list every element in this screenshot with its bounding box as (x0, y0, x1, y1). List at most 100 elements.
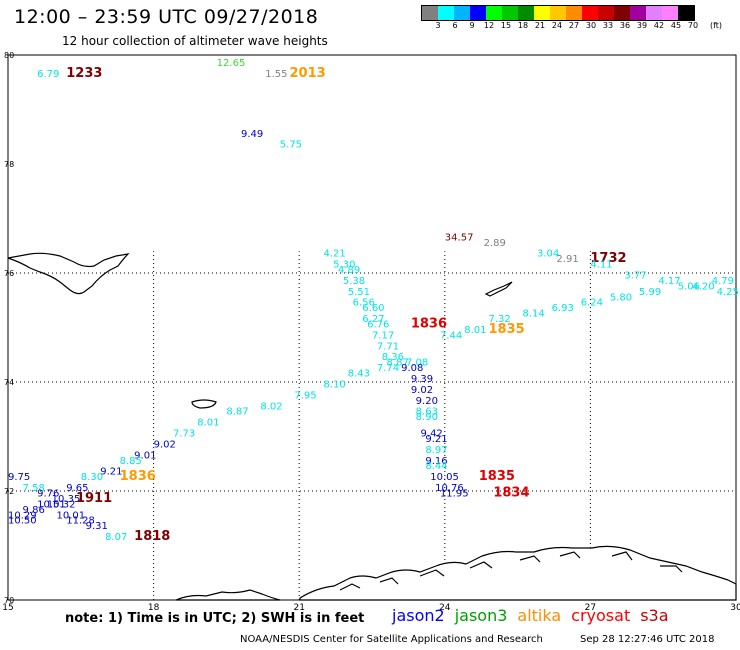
color-scale-tick: 33 (602, 21, 614, 30)
pass-time-label: 1836 (120, 469, 156, 484)
pass-time-label: 1233 (66, 66, 102, 81)
wave-height-label: 12.65 (217, 58, 246, 69)
wave-height-label: 4.89 (338, 265, 360, 276)
color-swatch (486, 6, 502, 20)
pass-time-label: 1911 (76, 491, 112, 506)
coastline-norway (299, 545, 737, 601)
wave-height-label: 5.30 (333, 260, 355, 271)
wave-height-label: 8.02 (260, 401, 282, 412)
color-scale-tick: 39 (636, 21, 648, 30)
wave-height-label: 11.28 (66, 516, 95, 527)
wave-height-label: 8.87 (387, 358, 409, 369)
color-swatch (470, 6, 486, 20)
wave-height-label: 8.87 (226, 407, 248, 418)
coastline-north-cape (175, 589, 281, 601)
color-swatch (566, 6, 582, 20)
wave-height-label: 9.86 (23, 505, 45, 516)
color-scale-tick: 3 (435, 21, 441, 30)
wave-height-label: 5.75 (280, 140, 302, 151)
color-swatch (438, 6, 454, 20)
color-swatch (662, 6, 678, 20)
wave-height-label: 9.49 (241, 129, 263, 140)
coastline-bear-island (191, 399, 217, 409)
wave-height-label: 9.76 (37, 488, 59, 499)
wave-height-label: 7.58 (23, 483, 45, 494)
axis-tick-labels: 15 18 21 24 27 30 70 72 74 76 78 80 (2, 51, 740, 613)
wave-height-label: 8.44 (425, 461, 447, 472)
wave-height-label: 4.25 (717, 287, 739, 298)
color-swatch (678, 6, 694, 20)
wave-height-label: 5.80 (610, 292, 632, 303)
wave-height-label: 7.17 (372, 330, 394, 341)
wave-height-label: 8.43 (348, 369, 370, 380)
wave-height-label: 1.55 (265, 69, 287, 80)
wave-height-label: 9.16 (425, 456, 447, 467)
wave-height-label: 5.51 (348, 287, 370, 298)
pass-time-label: 1818 (134, 529, 170, 544)
wave-height-label: 10.01 (57, 510, 86, 521)
wave-height-label: 9.42 (421, 429, 443, 440)
legend-entry-jason3: jason3 (454, 606, 508, 625)
wave-height-label: 10.32 (47, 499, 76, 510)
wave-height-label: 9.02 (411, 385, 433, 396)
coastline (7, 252, 737, 601)
wave-height-label: 3.04 (537, 249, 559, 260)
wave-height-label: 7.74 (377, 363, 399, 374)
wave-height-label: 5.38 (343, 276, 365, 287)
wave-height-label: 3.77 (624, 270, 646, 281)
color-swatch (502, 6, 518, 20)
wave-height-label: 9.02 (154, 439, 176, 450)
wave-height-label: 6.60 (362, 303, 384, 314)
legend-entry-altika: altika (517, 606, 562, 625)
wave-height-label: 8.10 (323, 379, 345, 390)
wave-height-label: 8.85 (120, 456, 142, 467)
color-scale-tick: 6 (452, 21, 458, 30)
pass-time-label: 1836 (411, 317, 447, 332)
pass-time-label: 2013 (289, 66, 325, 81)
y-tick-label: 72 (4, 487, 14, 496)
color-swatch (646, 6, 662, 20)
wave-height-label: 4.11 (590, 260, 612, 271)
pass-time-label: 1835 (479, 469, 515, 484)
color-swatch (534, 6, 550, 20)
pass-time-label: 1834 (493, 485, 529, 500)
wave-height-label: 7.71 (377, 341, 399, 352)
coastline-hopen (484, 281, 513, 297)
wave-height-label: 6.79 (37, 69, 59, 80)
wave-height-label: 7.73 (173, 429, 195, 440)
wave-height-label: 8.01 (197, 418, 219, 429)
satellite-legend: jason2 jason3 altika cryosat s3a (392, 606, 679, 625)
legend-entry-s3a: s3a (640, 606, 669, 625)
wave-height-label: 8.14 (522, 309, 544, 320)
wave-height-label: 9.39 (411, 374, 433, 385)
color-scale-unit: (ft) (710, 21, 723, 30)
wave-height-label: 7.44 (440, 330, 462, 341)
wave-height-label: 10.50 (8, 516, 37, 527)
y-tick-label: 74 (4, 378, 14, 387)
wave-height-label: 6.27 (362, 314, 384, 325)
color-swatch (614, 6, 630, 20)
color-scale-tick: 9 (469, 21, 475, 30)
color-swatch (422, 6, 438, 20)
color-scale-tick: 18 (517, 21, 529, 30)
x-tick-label: 18 (148, 603, 160, 613)
lat-lon-grid (8, 251, 736, 600)
wave-height-label: 9.08 (401, 363, 423, 374)
color-scale-tick: 45 (670, 21, 682, 30)
pass-time-label: 1835 (488, 322, 524, 337)
wave-height-label: 4.20 (692, 281, 714, 292)
pass-time-label: 1732 (590, 251, 626, 266)
wave-height-label: 9.21 (100, 467, 122, 478)
x-tick-label: 27 (585, 603, 596, 613)
wave-height-label: 6.56 (353, 298, 375, 309)
x-tick-label: 24 (439, 603, 451, 613)
wave-height-label: 8.30 (81, 472, 103, 483)
color-scale-tick: 21 (534, 21, 546, 30)
wave-height-label: 8.97 (425, 445, 447, 456)
wave-height-label: 8.07 (105, 532, 127, 543)
legend-entry-cryosat: cryosat (571, 606, 631, 625)
color-swatch (550, 6, 566, 20)
chart-subtitle: 12 hour collection of altimeter wave hei… (62, 34, 328, 48)
wave-height-label: 9.21 (425, 434, 447, 445)
